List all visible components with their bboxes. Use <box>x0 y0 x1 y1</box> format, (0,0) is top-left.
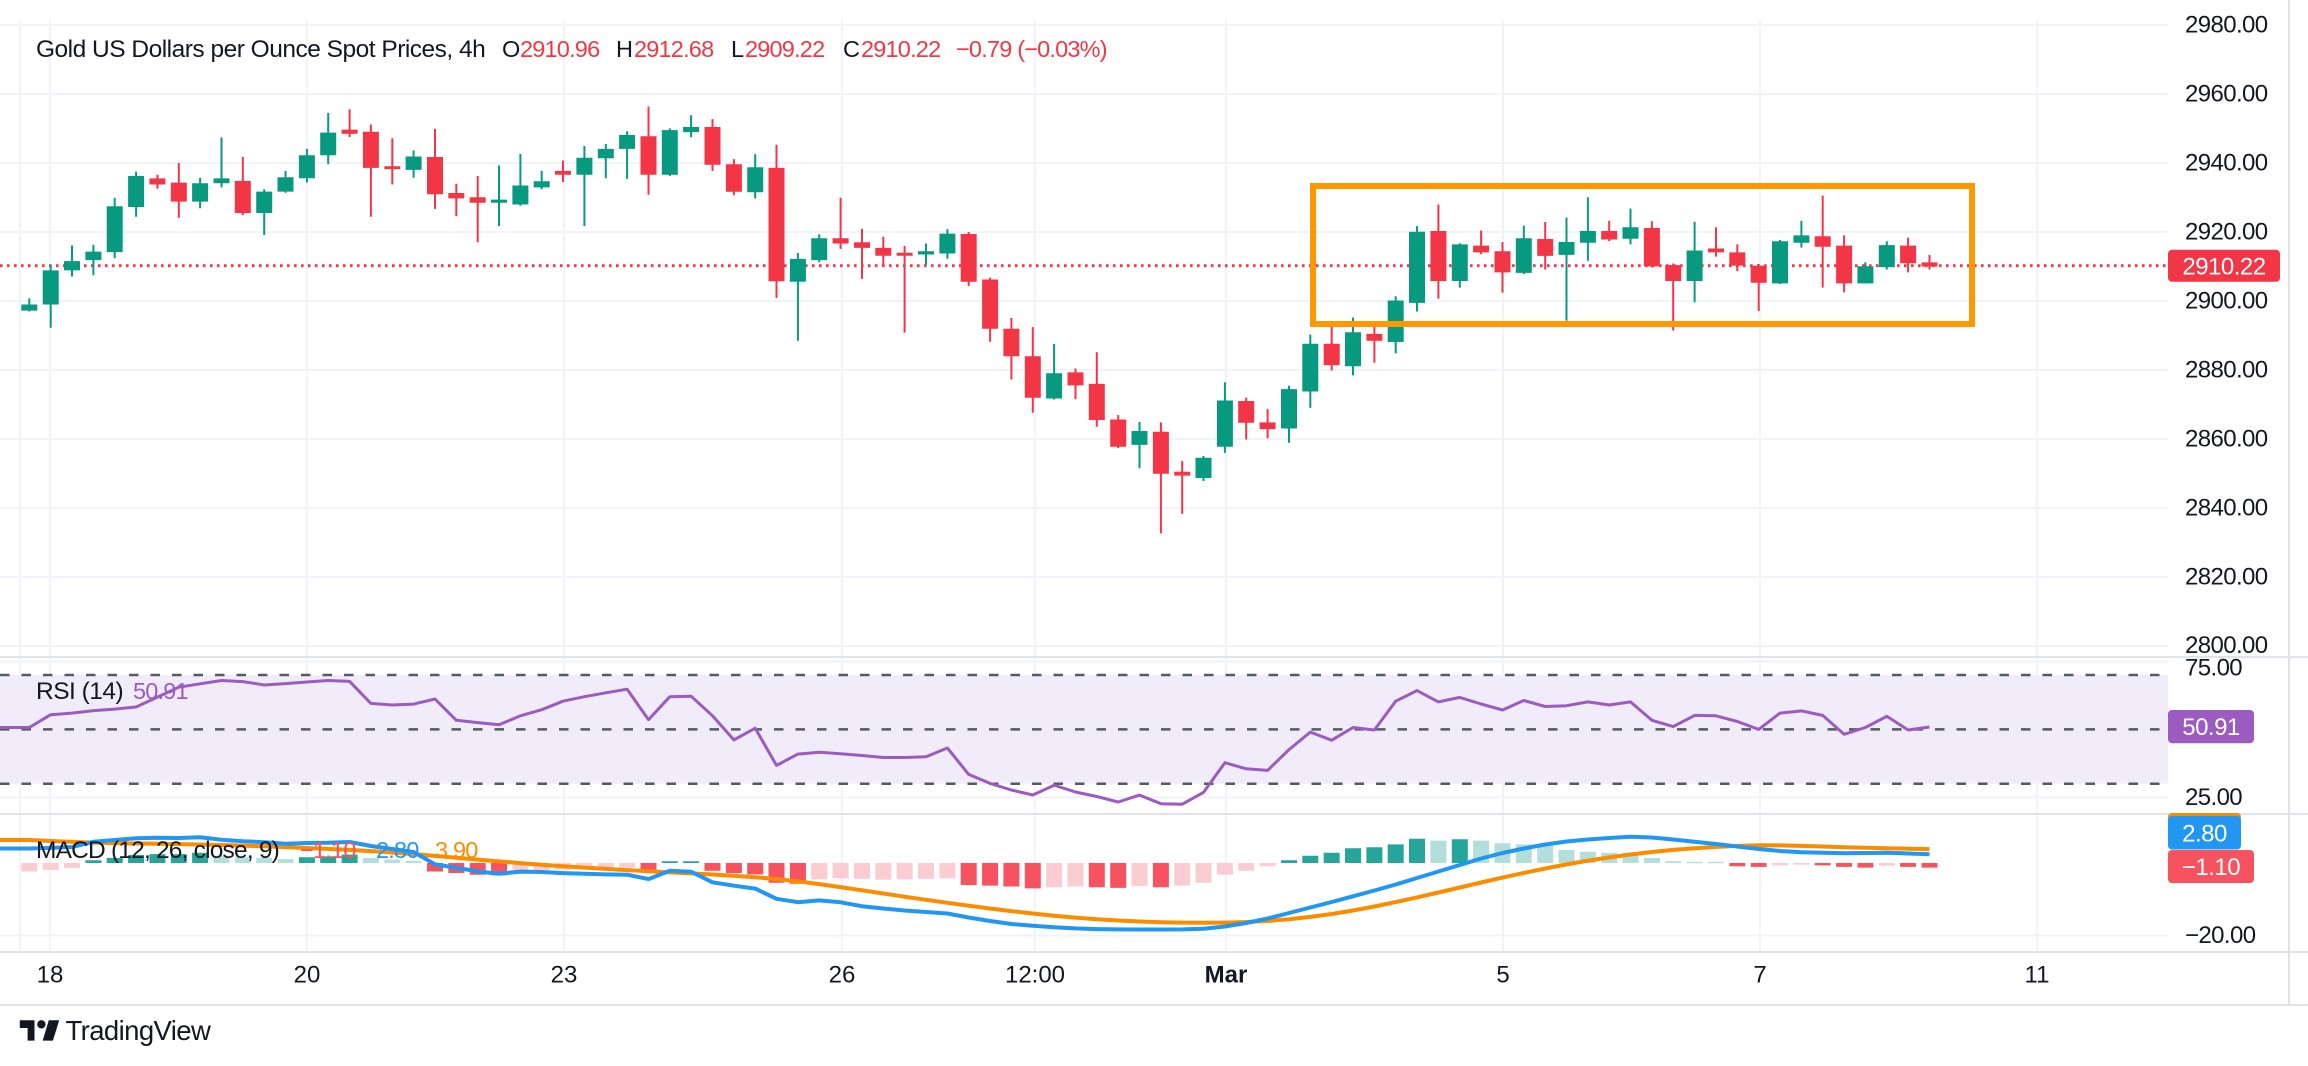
svg-text:5: 5 <box>1496 962 1509 989</box>
svg-text:25.00: 25.00 <box>2185 784 2242 811</box>
svg-text:50.91: 50.91 <box>2182 714 2240 741</box>
svg-text:2910.96: 2910.96 <box>520 36 600 62</box>
svg-text:2.80: 2.80 <box>376 837 419 863</box>
svg-text:20: 20 <box>294 962 321 989</box>
svg-text:26: 26 <box>829 962 856 989</box>
svg-text:2800.00: 2800.00 <box>2185 632 2268 659</box>
svg-text:2909.22: 2909.22 <box>745 36 824 62</box>
svg-text:2900.00: 2900.00 <box>2185 288 2268 315</box>
svg-text:2980.00: 2980.00 <box>2185 12 2268 39</box>
svg-text:H: H <box>616 36 632 62</box>
svg-text:2912.68: 2912.68 <box>634 36 714 62</box>
svg-text:2820.00: 2820.00 <box>2185 564 2268 591</box>
svg-text:Mar: Mar <box>1205 962 1248 989</box>
svg-text:Gold US Dollars per Ounce Spot: Gold US Dollars per Ounce Spot Prices, 4… <box>36 36 485 63</box>
svg-text:2860.00: 2860.00 <box>2185 426 2268 453</box>
svg-text:2.80: 2.80 <box>2182 820 2227 847</box>
svg-text:O: O <box>502 36 520 62</box>
svg-text:3.90: 3.90 <box>435 837 478 863</box>
svg-text:2940.00: 2940.00 <box>2185 150 2268 177</box>
svg-text:11: 11 <box>2025 962 2050 989</box>
svg-text:−0.79 (−0.03%): −0.79 (−0.03%) <box>956 36 1107 62</box>
svg-text:7: 7 <box>1753 962 1766 989</box>
svg-text:2910.22: 2910.22 <box>861 36 940 62</box>
svg-text:2840.00: 2840.00 <box>2185 495 2268 522</box>
svg-text:L: L <box>731 36 744 62</box>
svg-text:12:00: 12:00 <box>1005 962 1065 989</box>
svg-text:MACD (12, 26, close, 9): MACD (12, 26, close, 9) <box>36 837 279 864</box>
svg-text:2910.22: 2910.22 <box>2182 253 2265 280</box>
svg-text:50.91: 50.91 <box>133 678 188 704</box>
svg-text:TradingView: TradingView <box>66 1015 211 1046</box>
svg-text:18: 18 <box>37 962 64 989</box>
svg-text:2880.00: 2880.00 <box>2185 357 2268 384</box>
svg-text:−1.10: −1.10 <box>300 837 356 863</box>
svg-text:2960.00: 2960.00 <box>2185 81 2268 108</box>
svg-text:−1.10: −1.10 <box>2182 854 2240 881</box>
svg-text:−20.00: −20.00 <box>2185 922 2256 949</box>
svg-text:RSI (14): RSI (14) <box>36 678 123 705</box>
svg-text:23: 23 <box>551 962 578 989</box>
svg-text:75.00: 75.00 <box>2185 655 2242 682</box>
svg-text:2920.00: 2920.00 <box>2185 219 2268 246</box>
svg-text:C: C <box>843 36 860 62</box>
